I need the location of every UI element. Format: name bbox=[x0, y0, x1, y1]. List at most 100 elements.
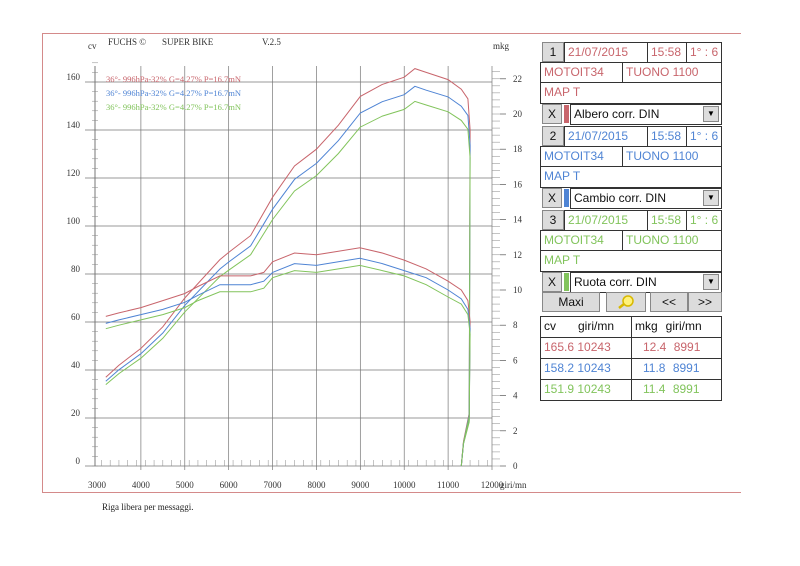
y-tick-label: 40 bbox=[71, 360, 81, 370]
run-number-button[interactable]: 3 bbox=[542, 210, 564, 230]
run-time: 15:58 bbox=[647, 42, 687, 63]
run-color-swatch bbox=[564, 273, 569, 291]
y2-tick-label: 10 bbox=[513, 285, 523, 295]
run-user: MOTOIT34 bbox=[540, 62, 623, 83]
y-tick-label: 60 bbox=[71, 312, 81, 322]
max-cv-rpm: 10243 bbox=[577, 340, 611, 354]
run-model: TUONO 1100 bbox=[622, 62, 722, 83]
brand-label: FUCHS © bbox=[108, 37, 147, 47]
max-cv: 165.6 bbox=[544, 340, 575, 354]
max-mkg: 11.8 bbox=[643, 361, 666, 375]
run-user: MOTOIT34 bbox=[540, 146, 623, 167]
y2-tick-label: 2 bbox=[513, 426, 518, 436]
run-number-button[interactable]: 1 bbox=[542, 42, 564, 62]
table-header-power: cv giri/mn bbox=[540, 316, 632, 338]
run-date: 21/07/2015 bbox=[564, 42, 648, 63]
correction-select[interactable]: Ruota corr. DIN bbox=[570, 272, 722, 293]
report-frame bbox=[42, 33, 741, 493]
y2-tick-label: 0 bbox=[513, 461, 518, 471]
y-tick-label: 140 bbox=[67, 120, 81, 130]
run-map: MAP T bbox=[540, 250, 722, 272]
max-cv-rpm: 10243 bbox=[577, 382, 611, 396]
run-color-swatch bbox=[564, 189, 569, 207]
y2-tick-label: 20 bbox=[513, 109, 523, 119]
legend-entry: 36°- 996hPa-32% G=4.27% P=16.7mN bbox=[106, 88, 241, 98]
y2-tick-label: 22 bbox=[513, 74, 522, 84]
correction-select-value: Ruota corr. DIN bbox=[574, 275, 657, 289]
correction-select[interactable]: Albero corr. DIN bbox=[570, 104, 722, 125]
table-row-power: 158.2 10243 bbox=[540, 358, 632, 380]
version-label: V.2.5 bbox=[262, 37, 281, 47]
max-mkg-rpm: 8991 bbox=[672, 361, 700, 375]
table-row-torque: 11.8 8991 bbox=[631, 358, 722, 380]
run-time: 15:58 bbox=[647, 126, 687, 147]
x-tick-label: 10000 bbox=[393, 480, 416, 490]
cv-axis-title: cv bbox=[88, 41, 97, 51]
next-button[interactable]: >> bbox=[688, 292, 722, 312]
table-row-torque: 11.4 8991 bbox=[631, 379, 722, 401]
header-rpm: giri/mn bbox=[578, 319, 615, 333]
close-run-button[interactable]: X bbox=[542, 104, 562, 124]
maxi-button[interactable]: Maxi bbox=[542, 292, 600, 312]
x-axis-label: giri/mn bbox=[500, 480, 527, 490]
y-tick-label: 100 bbox=[67, 216, 81, 226]
y2-tick-label: 4 bbox=[513, 391, 518, 401]
run-color-swatch bbox=[564, 105, 569, 123]
x-tick-label: 3000 bbox=[88, 480, 107, 490]
y-tick-label: 20 bbox=[71, 408, 81, 418]
previous-button[interactable]: << bbox=[650, 292, 688, 312]
power-curve-run-2 bbox=[105, 85, 471, 467]
header-rpm: giri/mn bbox=[665, 319, 702, 333]
x-tick-label: 8000 bbox=[307, 480, 326, 490]
table-row-power: 165.6 10243 bbox=[540, 337, 632, 359]
x-tick-label: 6000 bbox=[220, 480, 239, 490]
y2-tick-label: 8 bbox=[513, 320, 518, 330]
close-run-button[interactable]: X bbox=[542, 188, 562, 208]
y2-tick-label: 6 bbox=[513, 355, 518, 365]
max-mkg-rpm: 8991 bbox=[673, 340, 701, 354]
footer-message: Riga libera per messaggi. bbox=[102, 502, 194, 512]
product-label: SUPER BIKE bbox=[162, 37, 214, 47]
torque-curve-run-2 bbox=[105, 257, 471, 467]
run-date: 21/07/2015 bbox=[564, 210, 648, 231]
max-mkg: 11.4 bbox=[643, 382, 666, 396]
header-mkg: mkg bbox=[635, 319, 658, 333]
y2-tick-label: 16 bbox=[513, 179, 523, 189]
run-number-button[interactable]: 2 bbox=[542, 126, 564, 146]
y2-tick-label: 18 bbox=[513, 144, 523, 154]
y2-tick-label: 12 bbox=[513, 250, 522, 260]
correction-select[interactable]: Cambio corr. DIN bbox=[570, 188, 722, 209]
run-time: 15:58 bbox=[647, 210, 687, 231]
y-tick-label: 160 bbox=[67, 72, 81, 82]
run-map: MAP T bbox=[540, 82, 722, 104]
power-curve-run-3 bbox=[105, 100, 471, 467]
run-user: MOTOIT34 bbox=[540, 230, 623, 251]
power-curve-run-1 bbox=[105, 68, 471, 467]
run-date: 21/07/2015 bbox=[564, 126, 648, 147]
chevron-down-icon[interactable]: ▼ bbox=[703, 106, 719, 122]
x-tick-label: 9000 bbox=[351, 480, 370, 490]
chevron-down-icon[interactable]: ▼ bbox=[703, 274, 719, 290]
y-tick-label: 0 bbox=[76, 456, 81, 466]
run-gear-ratio: 1° : 6 bbox=[686, 210, 722, 231]
max-mkg-rpm: 8991 bbox=[672, 382, 700, 396]
run-model: TUONO 1100 bbox=[622, 230, 722, 251]
correction-select-value: Albero corr. DIN bbox=[574, 107, 660, 121]
zoom-button[interactable] bbox=[606, 292, 646, 312]
max-cv-rpm: 10243 bbox=[577, 361, 611, 375]
max-cv: 151.9 bbox=[544, 382, 575, 396]
torque-curve-run-1 bbox=[105, 247, 471, 467]
header-cv: cv bbox=[544, 319, 556, 333]
legend-entry: 36°- 996hPa-32% G=4.27% P=16.7mN bbox=[106, 102, 241, 112]
chevron-down-icon[interactable]: ▼ bbox=[703, 190, 719, 206]
y-tick-label: 80 bbox=[71, 264, 81, 274]
close-run-button[interactable]: X bbox=[542, 272, 562, 292]
run-model: TUONO 1100 bbox=[622, 146, 722, 167]
table-row-power: 151.9 10243 bbox=[540, 379, 632, 401]
max-mkg: 12.4 bbox=[643, 340, 667, 354]
run-gear-ratio: 1° : 6 bbox=[686, 126, 722, 147]
y2-tick-label: 14 bbox=[513, 215, 523, 225]
x-tick-label: 12000 bbox=[481, 480, 504, 490]
y-tick-label: 120 bbox=[67, 168, 81, 178]
